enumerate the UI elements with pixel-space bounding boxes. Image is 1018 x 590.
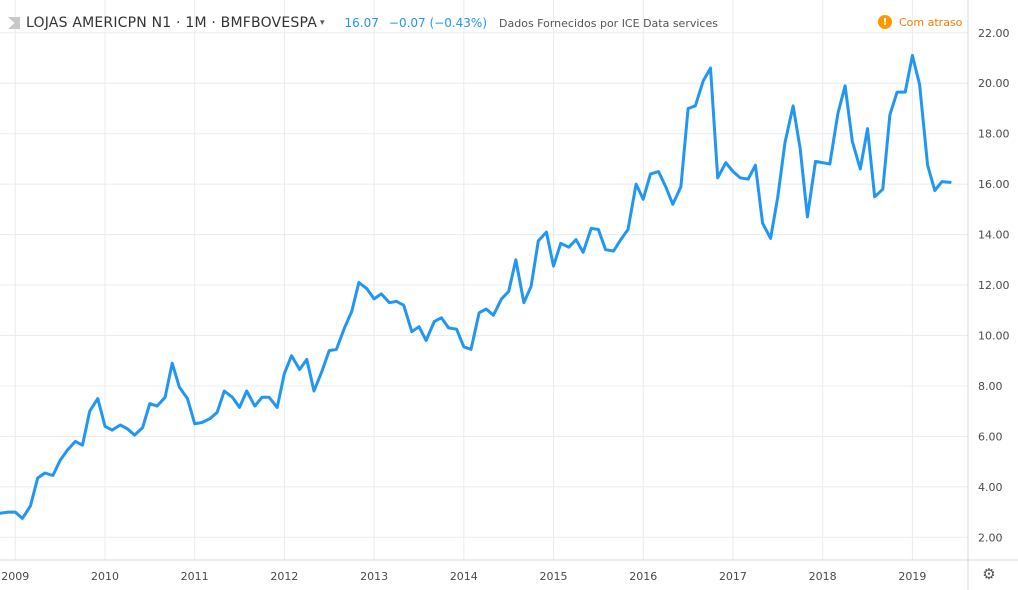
y-axis[interactable]: 2.00 4.00 6.00 8.00 10.00 12.00 14.00 16.00 18.0… [967, 0, 1010, 590]
y-tick-label: 10.00 [978, 329, 1010, 342]
last-value: 16.07 [344, 16, 379, 30]
price-series-line[interactable] [0, 54, 952, 520]
x-tick-label: 2014 [450, 570, 478, 583]
exclamation-icon: ! [878, 15, 892, 29]
x-tick-label: 2016 [629, 570, 657, 583]
series-group [0, 54, 952, 520]
y-tick-label: 14.00 [978, 229, 1010, 242]
x-tick-label: 2010 [91, 570, 119, 583]
chart-header: LOJAS AMERICPN N1 · 1M · BMFBOVESPA ▾ 16… [8, 14, 718, 32]
price-change: −0.07 (−0.43%) [388, 16, 488, 30]
y-tick-label: 8.00 [978, 380, 1003, 393]
x-tick-label: 2011 [181, 570, 209, 583]
chevron-down-icon[interactable]: ▾ [320, 18, 325, 28]
x-tick-label: 2017 [719, 570, 747, 583]
y-tick-label: 6.00 [978, 430, 1003, 443]
y-tick-label: 4.00 [978, 481, 1003, 494]
x-tick-label: 2018 [809, 570, 837, 583]
y-tick-label: 12.00 [978, 279, 1010, 292]
gear-icon[interactable]: ⚙ [982, 565, 996, 583]
symbol-title[interactable]: LOJAS AMERICPN N1 · 1M · BMFBOVESPA [26, 15, 317, 31]
delay-badge[interactable]: ! Com atraso [878, 13, 962, 31]
x-axis[interactable]: 2009 2010 2011 2012 2013 2014 2015 2016 2017 2018… [0, 559, 1018, 583]
x-tick-label: 2015 [540, 570, 568, 583]
grid [0, 0, 968, 560]
data-source: Dados Fornecidos por ICE Data services [499, 16, 718, 30]
y-tick-label: 16.00 [978, 178, 1010, 191]
x-tick-label: 2019 [898, 570, 926, 583]
y-tick-label: 20.00 [978, 77, 1010, 90]
y-tick-label: 2.00 [978, 531, 1003, 544]
logo-icon [8, 17, 20, 29]
y-tick-label: 22.00 [978, 27, 1010, 40]
delay-label: Com atraso [899, 15, 963, 29]
x-tick-label: 2009 [1, 570, 29, 583]
x-tick-label: 2013 [360, 570, 388, 583]
y-tick-label: 18.00 [978, 128, 1010, 141]
x-tick-label: 2012 [270, 570, 298, 583]
